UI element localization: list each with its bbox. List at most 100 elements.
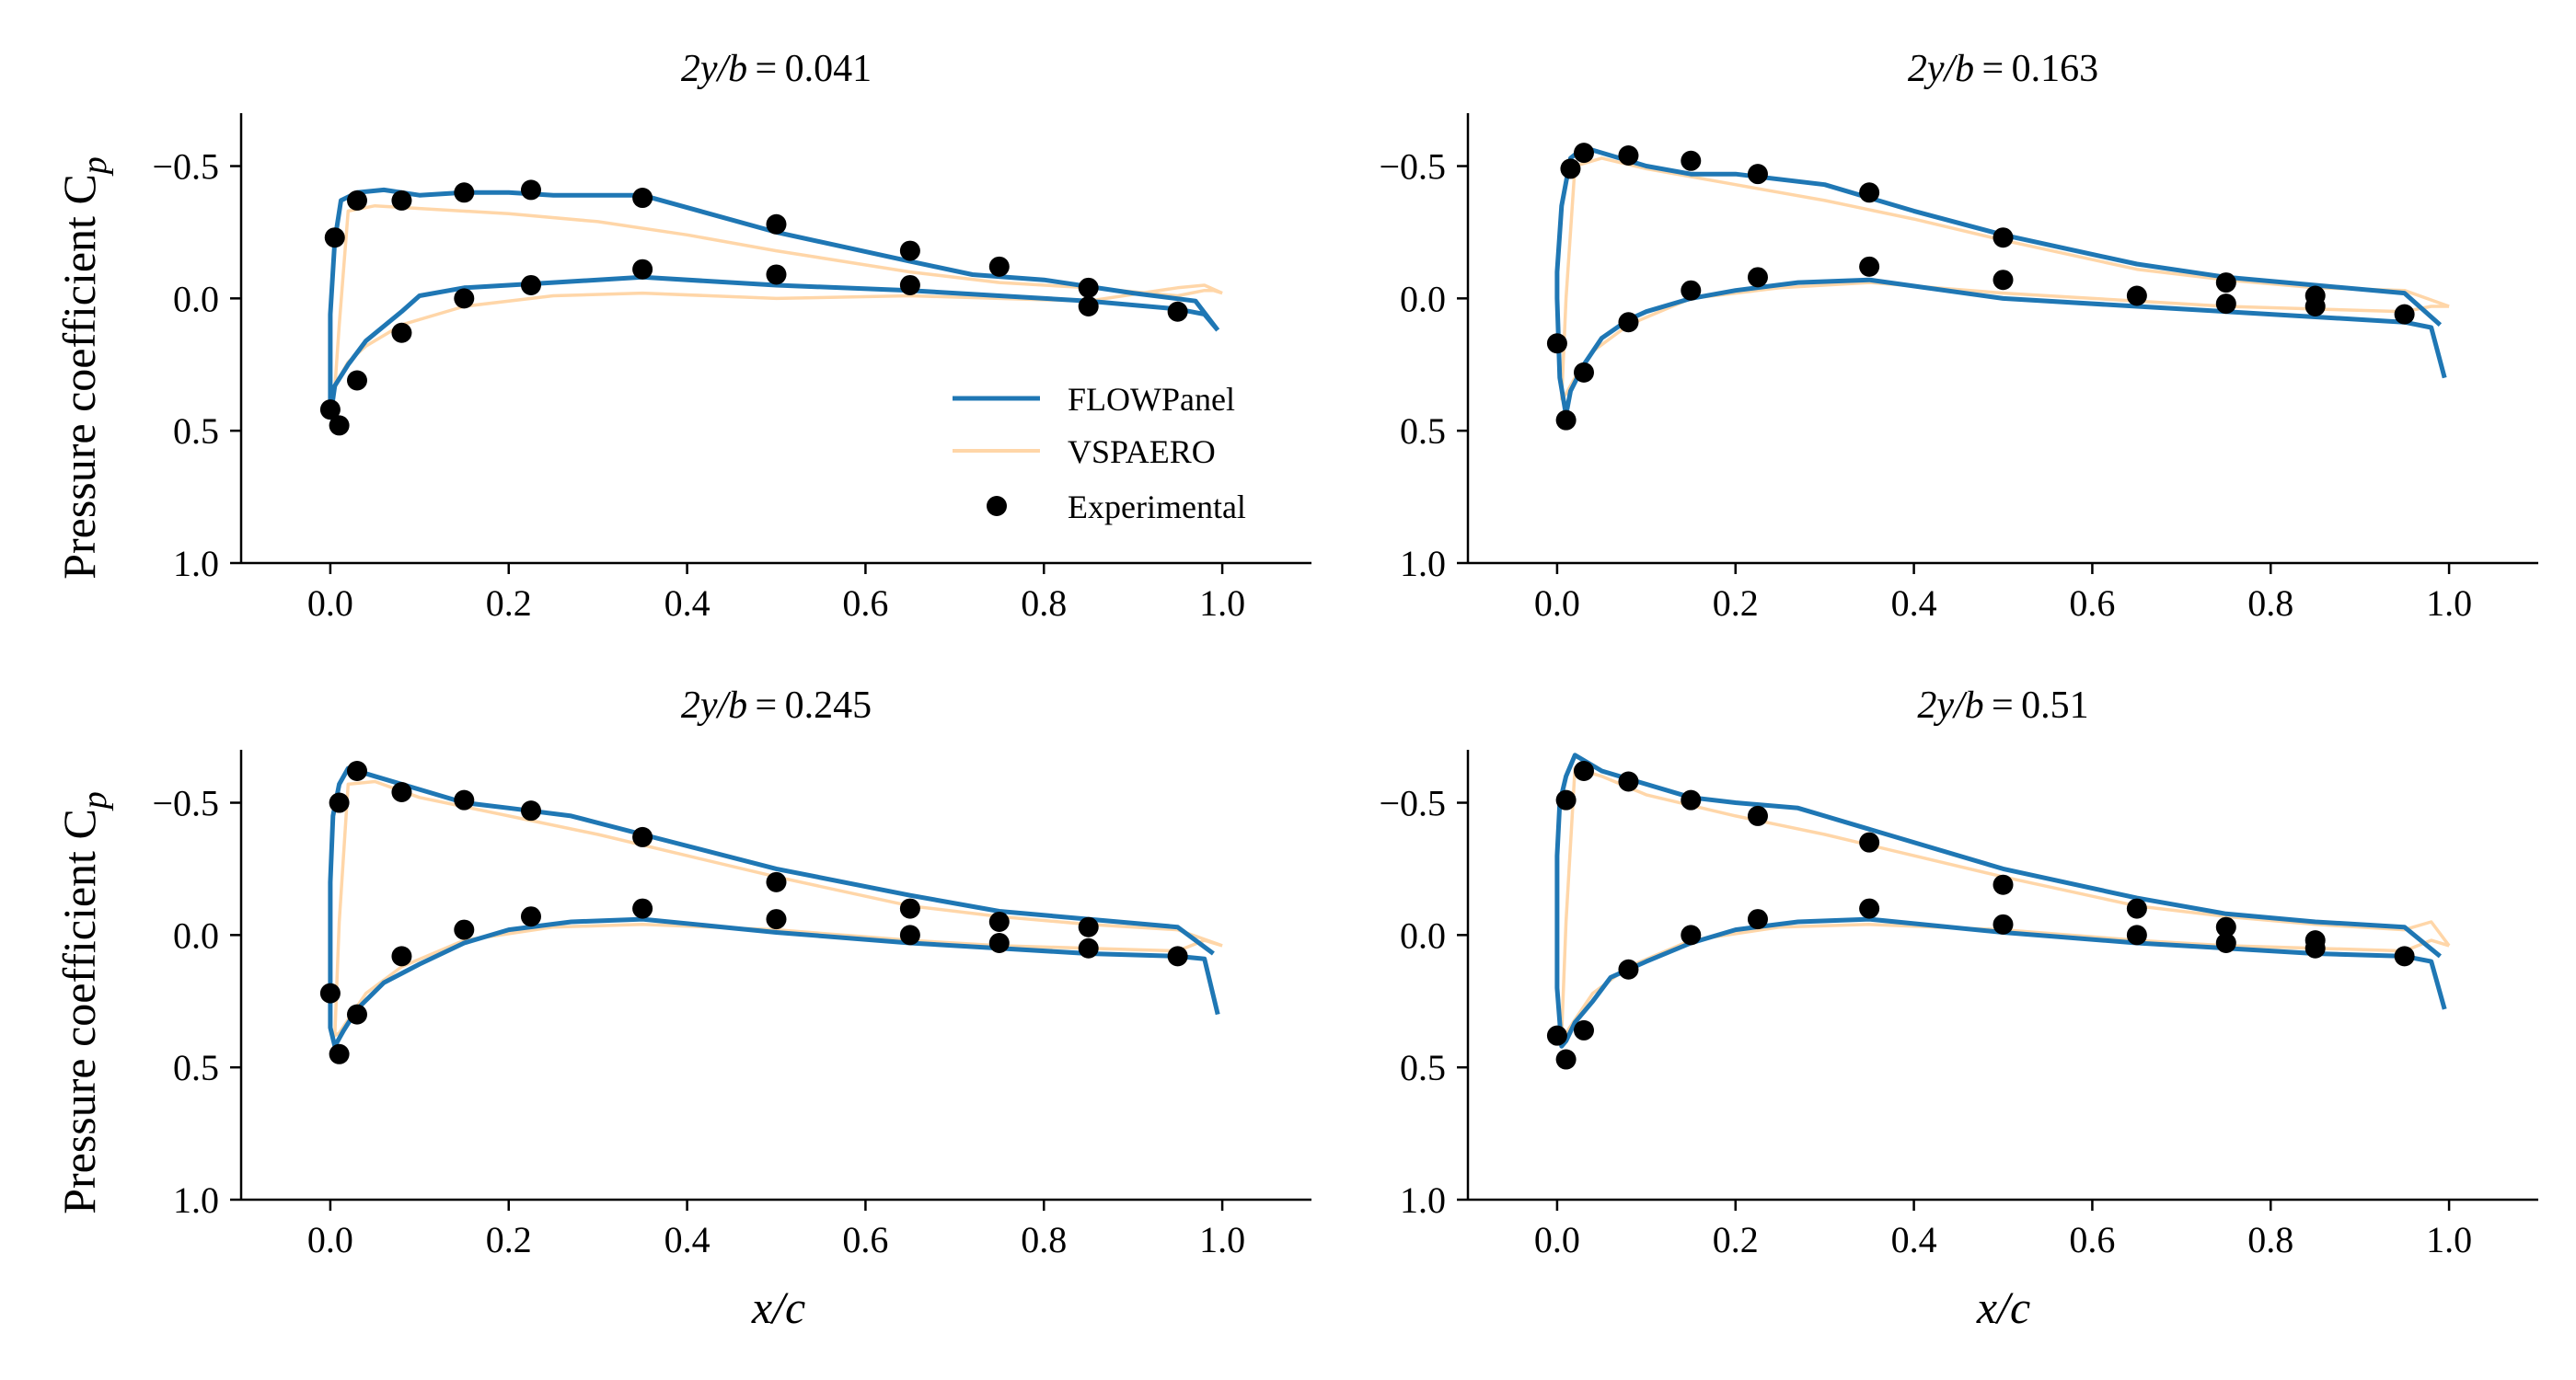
experimental-point xyxy=(2394,304,2415,325)
x-tick-label: 0.4 xyxy=(664,1219,710,1260)
experimental-point xyxy=(1747,909,1768,930)
experimental-point xyxy=(1573,143,1594,164)
experimental-point xyxy=(1573,761,1594,782)
y-tick-label: −0.5 xyxy=(152,783,219,824)
x-tick-label: 0.8 xyxy=(2247,1219,2293,1260)
experimental-point xyxy=(1747,805,1768,826)
x-tick-label: 1.0 xyxy=(1199,582,1245,624)
x-tick-label: 0.8 xyxy=(2247,582,2293,624)
experimental-point xyxy=(1859,832,1880,853)
experimental-point xyxy=(1618,312,1639,333)
experimental-point xyxy=(899,274,920,295)
experimental-point xyxy=(391,782,412,803)
experimental-point xyxy=(1859,256,1880,277)
experimental-point xyxy=(2305,930,2326,951)
panel-title-prefix: 2y/b xyxy=(1917,684,1983,727)
panel-title-prefix: 2y/b xyxy=(1908,48,1974,90)
experimental-point xyxy=(454,182,475,203)
y-tick-label: 1.0 xyxy=(1400,543,1446,584)
experimental-point xyxy=(766,213,787,235)
experimental-point xyxy=(1555,789,1577,811)
legend-experimental-label: Experimental xyxy=(1068,489,1246,525)
experimental-point xyxy=(1681,150,1702,171)
x-tick-label: 1.0 xyxy=(2426,582,2472,624)
experimental-point xyxy=(1993,227,2014,248)
experimental-point xyxy=(329,415,350,436)
x-tick-label: 0.6 xyxy=(2069,582,2115,624)
experimental-point xyxy=(520,906,541,927)
x-tick-label: 0.2 xyxy=(1713,582,1759,624)
experimental-point xyxy=(1993,270,2014,291)
y-tick-label: 0.0 xyxy=(173,914,219,956)
experimental-point xyxy=(2215,932,2236,953)
experimental-point xyxy=(1555,409,1577,431)
experimental-point xyxy=(1555,1049,1577,1070)
experimental-point xyxy=(1681,789,1702,811)
flowpanel-line xyxy=(1554,144,2447,418)
legend-flowpanel-label: FLOWPanel xyxy=(1068,381,1235,418)
experimental-point xyxy=(319,983,341,1004)
x-tick-label: 0.6 xyxy=(2069,1219,2115,1260)
experimental-point xyxy=(1078,937,1099,959)
experimental-point xyxy=(1078,295,1099,316)
panel-title: 2y/b = 0.51 xyxy=(1917,684,2088,727)
y-axis-label-text: Pressure coefficient C xyxy=(53,809,105,1214)
flowpanel-line xyxy=(328,765,1220,1049)
x-tick-label: 0.8 xyxy=(1021,1219,1067,1260)
x-tick-label: 1.0 xyxy=(1199,1219,1245,1260)
x-tick-label: 0.4 xyxy=(1891,1219,1937,1260)
y-tick-label: 0.5 xyxy=(1400,410,1446,452)
experimental-point xyxy=(2215,293,2236,315)
experimental-point xyxy=(2305,285,2326,306)
y-tick-label: 0.0 xyxy=(173,278,219,319)
experimental-point xyxy=(1546,333,1567,354)
vspaero-line xyxy=(333,779,1223,1038)
experimental-point xyxy=(1546,1025,1567,1046)
experimental-point xyxy=(1681,925,1702,946)
y-axis-label-subscript: p xyxy=(75,791,114,811)
experimental-point xyxy=(1560,158,1581,179)
experimental-point xyxy=(988,256,1010,277)
experimental-point xyxy=(346,1004,367,1025)
panel-3: 2y/b = 0.245 0.0 0.2 0.4 0.6 0.8 1.0 −0.5 0.0 0.5… xyxy=(152,684,1311,1260)
x-axis-label-right: x/c xyxy=(1976,1282,2030,1333)
experimental-point xyxy=(391,946,412,967)
experimental-point xyxy=(2126,925,2147,946)
panel-title-prefix: 2y/b xyxy=(681,48,747,90)
experimental-point xyxy=(520,800,541,822)
y-tick-label: −0.5 xyxy=(1379,783,1446,824)
experimental-point xyxy=(1078,277,1099,298)
panel-title-value: = 0.245 xyxy=(747,684,872,727)
y-tick-label: −0.5 xyxy=(1379,146,1446,188)
y-axis-label-text: Pressure coefficient C xyxy=(53,174,105,580)
x-tick-label: 0.6 xyxy=(842,1219,888,1260)
x-tick-label: 0.4 xyxy=(1891,582,1937,624)
experimental-point xyxy=(346,370,367,391)
experimental-point xyxy=(899,898,920,919)
experimental-point xyxy=(2215,916,2236,937)
x-tick-label: 0.6 xyxy=(842,582,888,624)
experimental-point xyxy=(988,932,1010,953)
y-tick-label: 0.0 xyxy=(1400,278,1446,319)
y-tick-label: 0.5 xyxy=(173,410,219,452)
panel-title-value: = 0.51 xyxy=(1984,684,2089,727)
experimental-point xyxy=(1167,946,1188,967)
experimental-point xyxy=(632,826,653,847)
experimental-point xyxy=(2394,946,2415,967)
experimental-point xyxy=(899,240,920,261)
x-tick-label: 0.2 xyxy=(486,1219,532,1260)
x-tick-label: 0.0 xyxy=(307,1219,353,1260)
experimental-point xyxy=(1618,771,1639,792)
experimental-point xyxy=(391,322,412,343)
panel-title: 2y/b = 0.245 xyxy=(681,684,872,727)
x-tick-label: 0.4 xyxy=(664,582,710,624)
experimental-point xyxy=(766,871,787,892)
experimental-point xyxy=(329,792,350,813)
experimental-point xyxy=(454,919,475,940)
panel-title-value: = 0.041 xyxy=(747,48,872,90)
experimental-point xyxy=(1681,280,1702,301)
y-tick-label: 1.0 xyxy=(1400,1179,1446,1221)
experimental-point xyxy=(1993,914,2014,935)
y-tick-label: 0.5 xyxy=(1400,1047,1446,1088)
